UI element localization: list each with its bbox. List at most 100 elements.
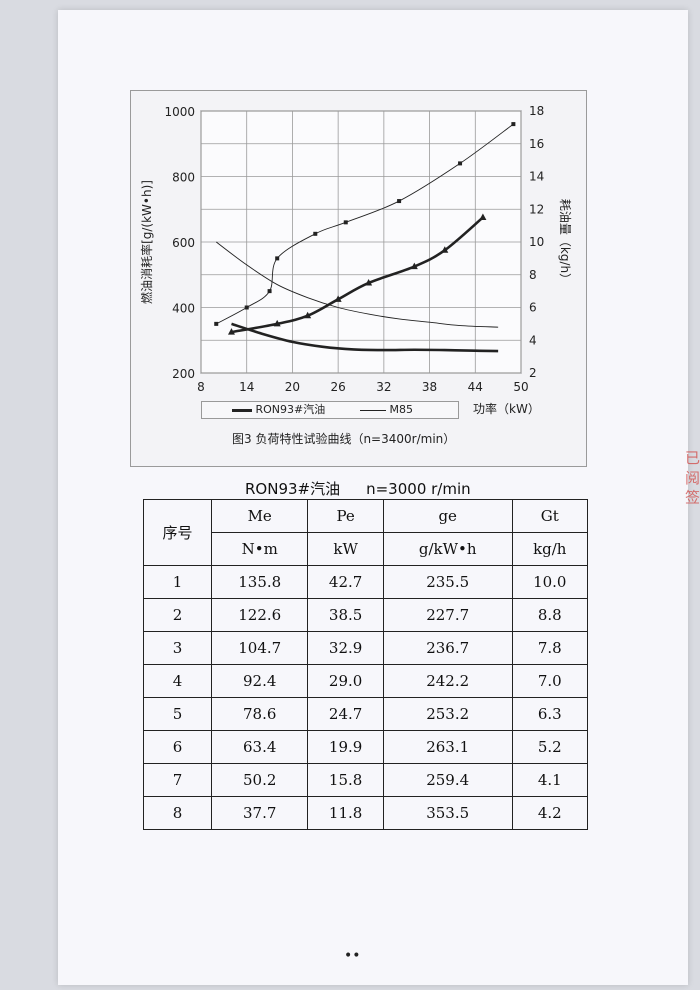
table-row: 7 50.2 15.8 259.4 4.1: [142, 763, 589, 797]
y-right-axis-label: 耗油量（kg/h）: [558, 199, 572, 285]
unit-gt: kg/h: [511, 532, 589, 566]
data-point-square: [511, 122, 516, 127]
cell: 32.9: [307, 631, 384, 665]
cell: 11.8: [307, 796, 384, 830]
data-point-square: [397, 199, 402, 204]
cell: 7: [142, 763, 213, 797]
y-right-tick-label: 8: [529, 268, 537, 282]
legend-label-ron93: RON93#汽油: [255, 403, 326, 416]
x-axis-label: 功率（kW）: [473, 402, 540, 416]
cell: 29.0: [307, 664, 384, 698]
cell: 4.1: [511, 763, 589, 797]
figure-caption: 图3 负荷特性试验曲线（n=3400r/min）: [232, 432, 456, 446]
x-tick-label: 14: [239, 380, 254, 394]
x-tick-label: 44: [468, 380, 483, 394]
legend-label-m85: M85: [389, 403, 414, 416]
data-point-square: [244, 305, 249, 310]
table-row: 3 104.7 32.9 236.7 7.8: [142, 631, 589, 665]
cell: 37.7: [211, 796, 309, 830]
x-tick-label: 8: [197, 380, 205, 394]
x-tick-label: 32: [376, 380, 391, 394]
cell: 5.2: [511, 730, 589, 764]
y-right-tick-label: 10: [529, 235, 544, 249]
unit-ge: g/kW•h: [382, 532, 513, 566]
header-seq: 序号: [142, 499, 213, 566]
data-point-square: [458, 161, 463, 166]
legend-entry-m85: M85: [360, 402, 413, 418]
header-pe: Pe: [307, 499, 384, 533]
unit-me: N•m: [211, 532, 309, 566]
margin-handwriting: 已 阅 签: [683, 450, 700, 505]
y-right-tick-label: 12: [529, 202, 544, 216]
x-tick-label: 26: [331, 380, 346, 394]
cell: 8: [142, 796, 213, 830]
cell: 6.3: [511, 697, 589, 731]
cell: 2: [142, 598, 213, 632]
series-line: [231, 322, 499, 353]
cell: 15.8: [307, 763, 384, 797]
data-point-triangle: [334, 295, 342, 302]
table-units-row: N•m kW g/kW•h kg/h: [144, 532, 589, 566]
cell: 38.5: [307, 598, 384, 632]
data-table: 序号 Me Pe ge Gt N•m kW g/kW•h kg/h 1 135.8…: [142, 499, 589, 830]
cell: 259.4: [382, 763, 513, 797]
y-right-tick-label: 2: [529, 366, 537, 380]
data-point-triangle: [479, 213, 487, 220]
y-left-tick-label: 1000: [164, 105, 195, 119]
cell: 5: [142, 697, 213, 731]
cell: 135.8: [211, 565, 309, 599]
y-right-tick-label: 16: [529, 137, 544, 151]
data-point-triangle: [227, 328, 235, 335]
y-left-tick-label: 400: [172, 302, 195, 316]
series-line: [215, 241, 499, 328]
cell: 1: [142, 565, 213, 599]
table-title-speed: n=3000 r/min: [366, 480, 471, 498]
data-point-square: [275, 256, 280, 261]
cell: 122.6: [211, 598, 309, 632]
cell: 3: [142, 631, 213, 665]
data-point-triangle: [273, 319, 281, 327]
page-footer-mark: ••: [344, 948, 361, 964]
y-left-tick-label: 800: [172, 171, 195, 185]
cell: 8.8: [511, 598, 589, 632]
y-right-tick-label: 4: [529, 333, 537, 347]
chart-panel: 8 14 20 26 32 38 44 50 2 4 6 8 10 12 14 16 18 200 400 600 80…: [130, 90, 587, 467]
cell: 10.0: [511, 565, 589, 599]
cell: 263.1: [382, 730, 513, 764]
table-title: RON93#汽油 n=3000 r/min: [245, 478, 497, 499]
data-point-triangle: [410, 262, 418, 270]
data-point-square: [313, 231, 318, 236]
header-me: Me: [211, 499, 309, 533]
table-header-row: 序号 Me Pe ge Gt: [142, 499, 589, 566]
cell: 253.2: [382, 697, 513, 731]
table-row: 8 37.7 11.8 353.5 4.2: [142, 796, 589, 830]
x-tick-label: 38: [422, 380, 437, 394]
cell: 236.7: [382, 631, 513, 665]
table-row: 5 78.6 24.7 253.2 6.3: [142, 697, 589, 731]
unit-pe: kW: [307, 532, 384, 566]
legend-line-thick: [232, 408, 252, 412]
cell: 42.7: [307, 565, 384, 599]
table-title-fuel: RON93#汽油: [245, 480, 341, 498]
legend-entry-ron93: RON93#汽油: [232, 402, 325, 418]
cell: 227.7: [382, 598, 513, 632]
cell: 4.2: [511, 796, 589, 830]
cell: 24.7: [307, 697, 384, 731]
data-point-square: [267, 289, 272, 294]
table-row: 4 92.4 29.0 242.2 7.0: [142, 664, 589, 698]
chart-legend: RON93#汽油 M85: [201, 401, 459, 419]
data-point-square: [343, 220, 348, 225]
y-left-tick-label: 600: [172, 236, 195, 250]
table-row: 2 122.6 38.5 227.7 8.8: [142, 598, 589, 632]
cell: 92.4: [211, 664, 309, 698]
cell: 353.5: [382, 796, 513, 830]
table-row: 6 63.4 19.9 263.1 5.2: [142, 730, 589, 764]
cell: 7.8: [511, 631, 589, 665]
y-left-axis-label: 燃油消耗率[g/(kW•h)]: [139, 180, 154, 304]
cell: 19.9: [307, 730, 384, 764]
cell: 7.0: [511, 664, 589, 698]
cell: 242.2: [382, 664, 513, 698]
cell: 50.2: [211, 763, 309, 797]
data-point-triangle: [441, 246, 449, 253]
cell: 63.4: [211, 730, 309, 764]
